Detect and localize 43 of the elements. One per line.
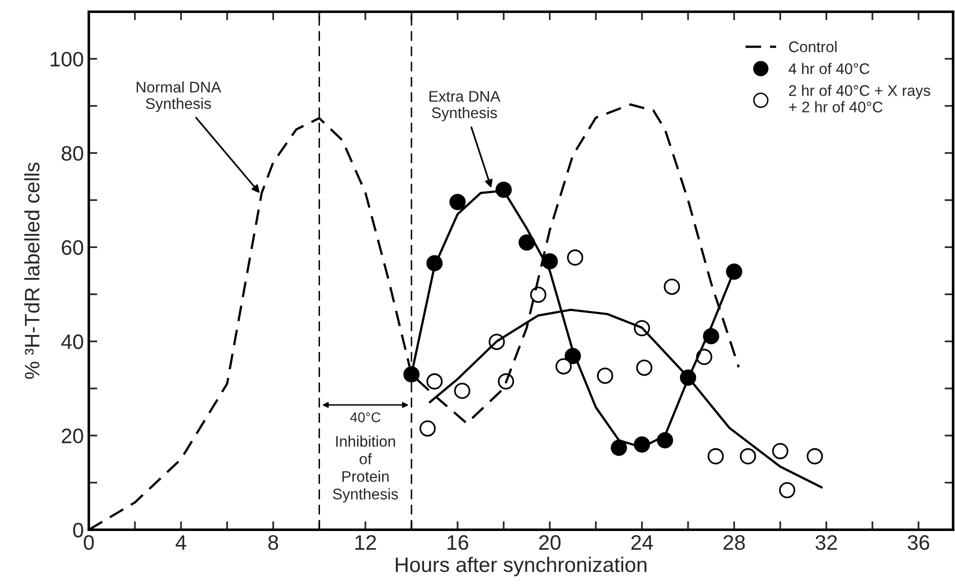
point [726, 264, 742, 280]
legend-label: Control [789, 41, 837, 52]
x-tick-label: 24 [631, 535, 653, 550]
point [530, 286, 546, 303]
point [708, 448, 724, 464]
legend-label: 4 hr of 40°C [788, 62, 870, 74]
x-tick-label: 36 [908, 535, 930, 550]
point [636, 360, 652, 376]
point [566, 249, 584, 266]
y-tick-label: 60 [62, 240, 84, 255]
annotation: Extra DNA Synthesis [430, 91, 500, 122]
annotation: Normal DNA Synthesis [136, 81, 222, 112]
point [779, 482, 796, 498]
point [426, 373, 443, 390]
point [740, 448, 756, 464]
x-tick-label: 16 [448, 535, 468, 550]
y-tick-label: 100 [50, 52, 84, 67]
x-tick-label: 32 [816, 535, 837, 550]
point [596, 368, 614, 384]
point [449, 194, 466, 210]
y-tick-label: 40 [61, 334, 84, 350]
point [518, 234, 535, 251]
x-tick-label: 4 [176, 535, 186, 550]
y-tick-label: 0 [73, 522, 84, 538]
x-tick-label: 8 [268, 535, 278, 550]
y-tick-label: 80 [62, 146, 84, 161]
point [419, 420, 436, 437]
point [664, 278, 680, 295]
x-tick-label: 12 [355, 535, 376, 550]
point [772, 442, 788, 460]
point [806, 448, 823, 464]
annotation: 40°C [350, 412, 380, 422]
annotation: Inhibition of Protein Synthesis [332, 436, 398, 502]
point [555, 358, 572, 374]
x-axis-title: Hours after synchronization [396, 556, 646, 576]
y-tick-label: 20 [62, 428, 84, 444]
y-axis-title: % ³H-TdR labelled cells [24, 162, 40, 379]
legend-label: 2 hr of 40°C + X rays + 2 hr of 40°C [789, 84, 930, 112]
point [454, 382, 470, 399]
x-tick-label: 28 [724, 535, 745, 550]
point [610, 440, 628, 456]
x-tick-label: 20 [539, 535, 561, 550]
x-tick-label: 0 [84, 535, 94, 550]
